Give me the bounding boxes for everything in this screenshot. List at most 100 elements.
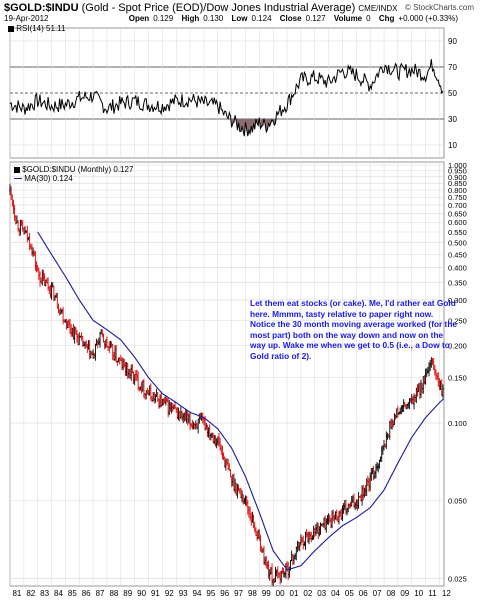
price-bar (75, 329, 78, 343)
volume-value: 0 (366, 14, 371, 23)
price-bar (58, 309, 61, 316)
price-bar (57, 303, 60, 314)
x-tick-label: 12 (442, 589, 451, 598)
rsi-tick-label: 70 (448, 63, 457, 72)
price-bar (149, 383, 152, 401)
price-bar (262, 545, 265, 565)
price-bar (170, 402, 173, 414)
price-tick-label: 0.600 (448, 218, 467, 227)
price-bar (104, 339, 107, 349)
price-bar (253, 521, 256, 533)
price-bar (411, 396, 414, 405)
price-bar (415, 387, 418, 404)
price-bar (154, 394, 157, 403)
price-bar (424, 368, 427, 385)
price-tick-label: 0.500 (448, 239, 467, 248)
price-bar (401, 405, 404, 413)
price-bar (167, 398, 170, 418)
price-bar (135, 369, 138, 382)
price-bar (96, 339, 99, 349)
price-bar (372, 465, 375, 481)
x-tick-label: 93 (179, 589, 188, 598)
x-tick-label: 97 (234, 589, 243, 598)
price-bar (43, 273, 46, 287)
price-bar (281, 567, 284, 574)
x-tick-label: 81 (12, 589, 21, 598)
stockcharts-credit[interactable]: © StockCharts.com (404, 3, 474, 12)
price-bar (347, 503, 350, 513)
price-bar (21, 220, 24, 232)
price-bar (9, 183, 11, 196)
price-bar (386, 432, 389, 440)
price-bar (155, 388, 158, 398)
chart-title: $GOLD:$INDU (Gold - Spot Price (EOD)/Dow… (4, 2, 398, 14)
price-bar (284, 563, 287, 579)
price-bar (114, 345, 117, 361)
price-bar (414, 394, 417, 402)
price-panel-frame (9, 161, 445, 587)
price-bar (317, 523, 320, 540)
price-bar (41, 269, 44, 286)
price-bar (215, 438, 218, 449)
price-bar (369, 472, 372, 491)
low-value: 0.124 (251, 14, 272, 23)
price-bar (85, 340, 88, 348)
price-bar (40, 277, 43, 284)
price-bar (28, 232, 31, 251)
price-bar (403, 401, 406, 408)
price-bar (55, 293, 58, 299)
price-bar (119, 354, 122, 361)
price-bar (357, 491, 360, 509)
price-bar (201, 412, 204, 424)
price-bar (328, 514, 331, 523)
price-bar (172, 404, 175, 410)
price-bar (191, 419, 194, 430)
price-bar (329, 517, 332, 529)
price-bar (110, 341, 113, 348)
price-bar (70, 323, 73, 337)
price-bar (182, 413, 185, 424)
price-axis-labels: 0.025 0.050 0.100 0.150 0.200 0.250 0.300 0.350… (448, 161, 467, 583)
x-tick-label: 96 (220, 589, 229, 598)
price-bar (385, 431, 388, 449)
price-bar (178, 410, 181, 422)
price-bar (298, 542, 301, 552)
price-bar (211, 432, 214, 439)
ma-legend-text: MA(30) 0.124 (24, 174, 73, 183)
price-bar (305, 528, 308, 538)
price-bar (402, 399, 405, 412)
price-tick-label: 0.800 (448, 186, 467, 195)
price-bar (309, 531, 312, 541)
x-tick-label: 98 (248, 589, 257, 598)
price-bar (157, 398, 160, 409)
price-bar (274, 566, 277, 583)
ohlc-readout: Open 0.129 High 0.130 Low 0.124 Close 0.127 … (123, 14, 458, 23)
low-label: Low (231, 14, 248, 23)
rsi-tick-label: 30 (448, 115, 457, 124)
price-tick-label: 0.400 (448, 264, 467, 273)
price-bar (73, 326, 76, 344)
price-bar (185, 409, 188, 424)
price-bar (124, 362, 127, 376)
price-bar (318, 526, 321, 537)
high-label: High (181, 14, 200, 23)
price-bar (425, 368, 428, 378)
price-bar (246, 499, 249, 515)
price-bar (327, 513, 330, 525)
x-tick-label: 91 (151, 589, 160, 598)
price-legend: $GOLD:$INDU (Monthly) 0.127 MA(30) 0.124 (14, 165, 133, 183)
price-grid (9, 162, 444, 586)
price-bar (77, 333, 80, 346)
chg-value: +0.000 (+0.33%) (398, 14, 458, 23)
price-bar (197, 418, 200, 434)
price-bar (259, 534, 262, 552)
price-bar (351, 495, 354, 503)
x-tick-label: 07 (373, 589, 382, 598)
price-bar (94, 343, 97, 361)
rsi-tick-label: 90 (448, 37, 457, 46)
price-bar (169, 402, 172, 412)
rsi-line (9, 59, 444, 137)
price-bar (439, 380, 442, 391)
price-bar (362, 484, 365, 501)
price-bar (48, 285, 51, 295)
